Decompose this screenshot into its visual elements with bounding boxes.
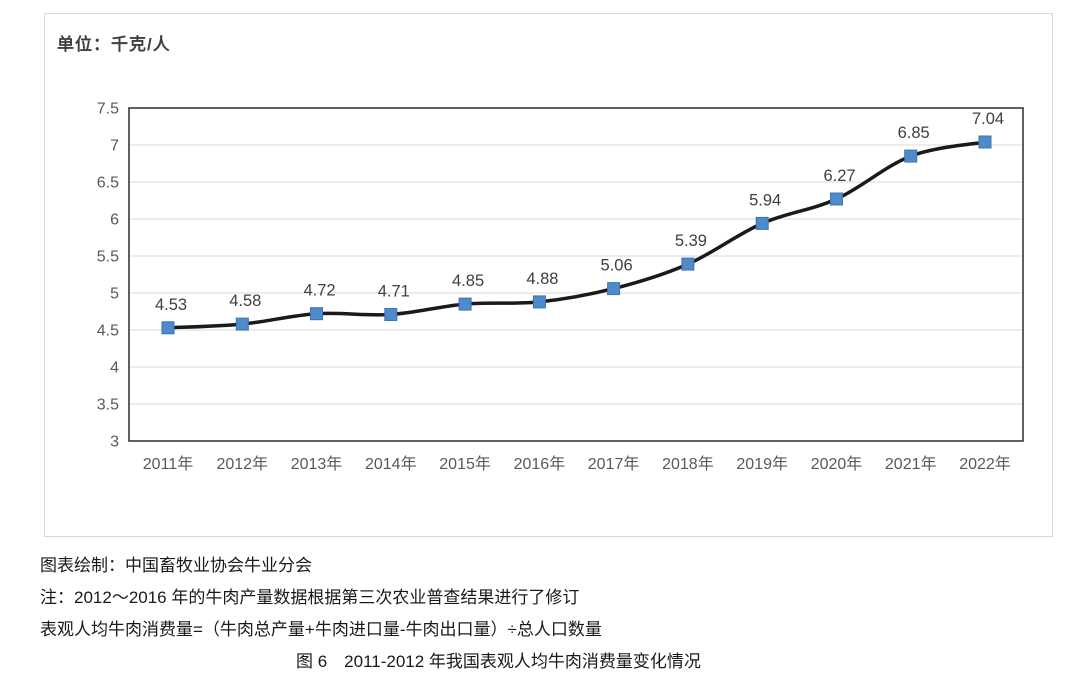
data-label: 6.85 [898,124,930,142]
data-label: 6.27 [823,167,855,185]
data-label: 4.53 [155,296,187,314]
data-label: 5.39 [675,232,707,250]
x-axis-tick-label: 2012年 [216,455,268,473]
y-axis-tick-label: 3 [110,434,119,451]
data-point-marker [978,135,992,149]
data-label: 5.06 [601,257,633,275]
y-axis-tick-label: 6 [110,212,119,229]
x-axis-tick-label: 2014年 [365,455,417,473]
data-label: 4.85 [452,272,484,290]
chart-notes: 图表绘制：中国畜牧业协会牛业分会 注：2012～2016 年的牛肉产量数据根据第… [40,550,1040,676]
y-axis-tick-label: 4.5 [97,323,119,340]
y-axis-tick-label: 4 [110,360,119,377]
data-point-marker [310,307,323,321]
data-label: 4.88 [526,270,558,288]
data-point-marker [384,308,398,321]
x-axis-tick-label: 2019年 [736,455,788,473]
data-label: 4.71 [378,283,410,301]
x-axis-tick-label: 2011年 [143,455,193,473]
y-axis-tick-label: 3.5 [97,397,119,414]
data-point-marker [235,317,249,331]
formula-line: 表观人均牛肉消费量=（牛肉总产量+牛肉进口量-牛肉出口量）÷总人口数量 [40,620,602,639]
data-label: 4.58 [229,292,261,310]
data-label: 5.94 [749,191,781,209]
data-point-marker [830,192,843,206]
data-point-marker [755,216,769,230]
x-axis-tick-label: 2013年 [291,455,343,473]
x-axis-tick-label: 2016年 [514,455,566,473]
data-point-marker [681,257,695,271]
y-axis-tick-label: 7.5 [97,101,119,118]
credit-line: 图表绘制：中国畜牧业协会牛业分会 [40,556,312,575]
x-axis-tick-label: 2015年 [439,455,491,473]
data-point-marker [607,282,621,296]
data-point-marker [532,295,546,309]
series-line [166,140,987,330]
line-chart: 7.5 7 6.5 6 5.5 5 4.5 4 3.5 3 4.53 2011年 4.58 2012年 4.… [97,101,1024,473]
data-point-marker [904,149,918,163]
y-axis-tick-label: 6.5 [97,175,119,192]
data-point-marker [458,297,472,311]
data-label: 7.04 [972,110,1004,128]
x-axis-tick-label: 2022年 [959,455,1011,473]
x-axis-tick-label: 2021年 [885,455,937,473]
y-axis-tick-label: 5 [110,286,119,303]
x-axis-tick-label: 2020年 [811,455,863,473]
y-axis-tick-label: 7 [110,138,119,155]
y-axis-tick-label: 5.5 [97,249,119,266]
unit-label: 单位：千克/人 [57,35,171,54]
data-point-marker [161,321,175,335]
note-line: 注：2012～2016 年的牛肉产量数据根据第三次农业普查结果进行了修订 [40,588,580,607]
plot-border [128,107,1024,442]
figure-caption: 图 6 2011-2012 年我国表观人均牛肉消费量变化情况 [296,652,701,671]
x-axis-tick-label: 2018年 [662,455,714,473]
chart-container: 单位：千克/人 7.5 7 6.5 6 5.5 5 4.5 4 3.5 3 4.53 2011年 4.5… [44,13,1053,537]
data-label: 4.72 [303,282,335,300]
x-axis-tick-label: 2017年 [588,455,640,473]
